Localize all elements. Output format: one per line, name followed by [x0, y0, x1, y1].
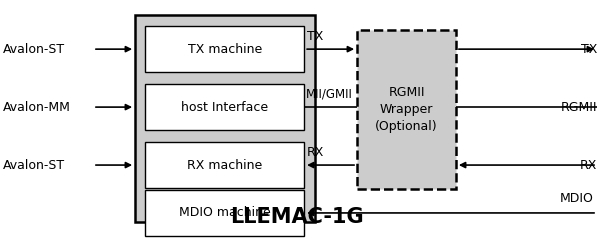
Text: RGMII
Wrapper
(Optional): RGMII Wrapper (Optional)	[375, 86, 438, 133]
Bar	[135, 15, 315, 222]
Bar	[145, 190, 304, 236]
Text: RX: RX	[307, 146, 325, 159]
Text: MDIO: MDIO	[560, 192, 594, 205]
Text: TX: TX	[307, 30, 323, 43]
Text: MII/GMII: MII/GMII	[305, 88, 352, 101]
Text: host Interface: host Interface	[181, 101, 268, 114]
Bar	[145, 142, 304, 188]
Bar	[145, 84, 304, 130]
Text: RGMII: RGMII	[560, 101, 597, 114]
Bar	[357, 30, 456, 189]
Text: TX: TX	[581, 43, 597, 56]
Text: LLEMAC-1G: LLEMAC-1G	[230, 207, 364, 227]
Text: Avalon-MM: Avalon-MM	[3, 101, 71, 114]
Text: RX: RX	[580, 159, 597, 172]
Text: RX machine: RX machine	[187, 159, 262, 172]
Text: Avalon-ST: Avalon-ST	[3, 43, 65, 56]
Text: TX machine: TX machine	[188, 43, 262, 56]
Text: MDIO machine: MDIO machine	[179, 206, 271, 219]
Text: Avalon-ST: Avalon-ST	[3, 159, 65, 172]
Bar	[145, 26, 304, 72]
